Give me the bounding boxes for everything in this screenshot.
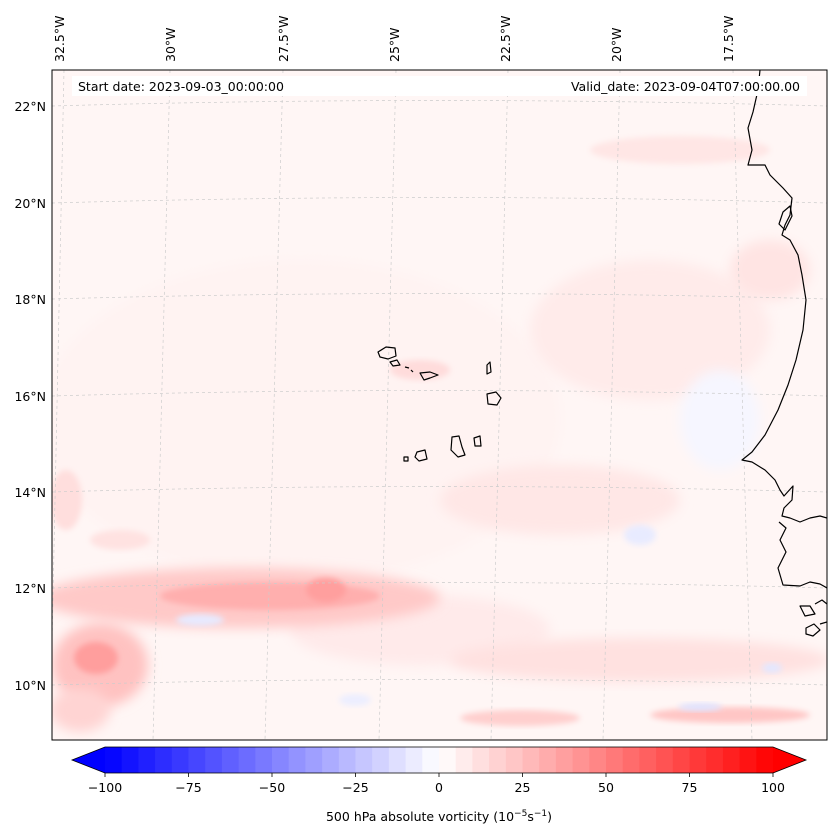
colorbar-cell [272, 747, 290, 773]
colorbar-cell [288, 747, 306, 773]
lat-label: 12°N [14, 581, 46, 596]
colorbar-cell [322, 747, 340, 773]
lon-label: 20°W [609, 27, 624, 62]
colorbar-ticks: −100 −75 −50 −25 0 25 50 75 100 [88, 773, 785, 795]
start-date: Start date: 2023-09-03_00:00:00 [78, 79, 284, 94]
colorbar-cell [706, 747, 724, 773]
colorbar-cell [205, 747, 223, 773]
colorbar-cell [539, 747, 557, 773]
map-panel: Start date: 2023-09-03_00:00:00 Valid_da… [51, 69, 828, 741]
colorbar-cell [138, 747, 156, 773]
colorbar-cell [739, 747, 757, 773]
colorbar-cell [155, 747, 173, 773]
lat-label: 22°N [14, 99, 46, 114]
coastlines [377, 70, 827, 637]
west-africa-coastline [741, 70, 827, 523]
colorbar-cell [455, 747, 473, 773]
colorbar-cell [221, 747, 240, 773]
colorbar-cell [121, 747, 139, 773]
colorbar-cell [572, 747, 590, 773]
colorbar-tick-label: −100 [88, 780, 122, 795]
colorbar-unit-close: ) [547, 809, 552, 824]
colorbar-cell [238, 747, 256, 773]
island-fogo [414, 449, 428, 462]
colorbar-tick-label: 0 [435, 780, 443, 795]
colorbar-title: 500 hPa absolute vorticity (10−5s−1) [326, 809, 552, 824]
valid-date: Valid_date: 2023-09-04T07:00:00.00 [571, 79, 800, 94]
lat-label: 16°N [14, 389, 46, 404]
island-sao-nicolau [419, 371, 439, 381]
colorbar-tick-label: 100 [761, 780, 785, 795]
colorbar-cell [105, 747, 123, 773]
colorbar-cell [188, 747, 206, 773]
colorbar-tick-label: −75 [175, 780, 201, 795]
colorbar-tick-label: −50 [259, 780, 285, 795]
colorbar-cells [105, 747, 774, 773]
colorbar-cell [589, 747, 607, 773]
lon-label: 32.5°W [52, 16, 67, 62]
colorbar-cell [255, 747, 273, 773]
colorbar-unit-exp-a: −5 [514, 809, 527, 819]
island-santiago [450, 435, 466, 458]
longitude-labels: 32.5°W 30°W 27.5°W 25°W 22.5°W 20°W 17.5… [52, 16, 736, 62]
colorbar-cell [639, 747, 657, 773]
colorbar: −100 −75 −50 −25 0 25 50 75 100 500 hPa absolute… [70, 746, 808, 824]
island-brava [403, 456, 409, 462]
colorbar-cell [505, 747, 524, 773]
colorbar-tick-label: 75 [682, 780, 698, 795]
latitude-labels: 22°N 20°N 18°N 16°N 14°N 12°N 10°N [14, 99, 46, 693]
island-santo-antao [377, 346, 397, 360]
info-strip [72, 76, 807, 96]
colorbar-cell [422, 747, 440, 773]
colorbar-cell [722, 747, 741, 773]
colorbar-cell [606, 747, 624, 773]
colorbar-cell [439, 747, 457, 773]
colorbar-low-extend [72, 747, 105, 773]
gridlines [52, 70, 827, 740]
lat-label: 18°N [14, 292, 46, 307]
colorbar-cell [689, 747, 707, 773]
lat-label: 14°N [14, 485, 46, 500]
colorbar-unit-mid: s [527, 809, 534, 824]
island-sal [486, 361, 492, 375]
colorbar-tick-label: −25 [342, 780, 368, 795]
lon-label: 25°W [387, 27, 402, 62]
colorbar-cell [489, 747, 507, 773]
colorbar-cell [522, 747, 540, 773]
colorbar-tick-label: 50 [598, 780, 614, 795]
colorbar-cell [472, 747, 490, 773]
colorbar-unit-exp-b: −1 [534, 809, 547, 819]
colorbar-tick-label: 25 [515, 780, 531, 795]
colorbar-cell [305, 747, 323, 773]
colorbar-cell [338, 747, 357, 773]
colorbar-cell [405, 747, 423, 773]
colorbar-title-text: 500 hPa absolute vorticity (10 [326, 809, 514, 824]
island-sao-vicente [389, 359, 401, 367]
lon-label: 27.5°W [276, 16, 291, 62]
lon-label: 17.5°W [721, 16, 736, 62]
lat-label: 20°N [14, 196, 46, 211]
colorbar-cell [171, 747, 190, 773]
colorbar-cell [355, 747, 373, 773]
colorbar-cell [622, 747, 640, 773]
colorbar-cell [388, 747, 407, 773]
map-frame [51, 69, 828, 741]
colorbar-cell [656, 747, 674, 773]
lat-label: 10°N [14, 678, 46, 693]
colorbar-cell [555, 747, 574, 773]
colorbar-cell [372, 747, 390, 773]
colorbar-cell [756, 747, 774, 773]
vorticity-field [52, 136, 827, 732]
lon-label: 30°W [163, 27, 178, 62]
colorbar-cell [672, 747, 691, 773]
colorbar-high-extend [773, 747, 806, 773]
lon-label: 22.5°W [498, 16, 513, 62]
island-boa-vista [486, 391, 502, 406]
island-maio [473, 435, 482, 447]
